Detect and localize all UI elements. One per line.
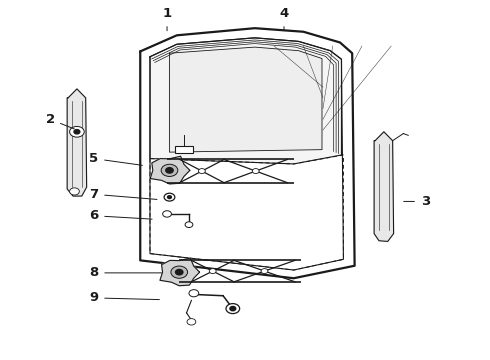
- Circle shape: [198, 168, 205, 174]
- Polygon shape: [150, 156, 190, 184]
- Circle shape: [261, 269, 268, 274]
- Polygon shape: [67, 89, 87, 196]
- Circle shape: [185, 222, 193, 228]
- Circle shape: [226, 303, 240, 314]
- Circle shape: [252, 168, 259, 174]
- Text: 9: 9: [89, 291, 159, 305]
- Text: 8: 8: [89, 266, 162, 279]
- Circle shape: [164, 193, 175, 201]
- Polygon shape: [170, 47, 322, 152]
- Circle shape: [189, 290, 199, 297]
- Circle shape: [175, 269, 183, 275]
- Circle shape: [163, 211, 172, 217]
- Circle shape: [161, 164, 178, 176]
- Circle shape: [70, 126, 84, 137]
- Text: 3: 3: [404, 195, 430, 208]
- Circle shape: [230, 306, 236, 311]
- Circle shape: [70, 188, 79, 195]
- Text: 1: 1: [163, 8, 172, 31]
- Polygon shape: [374, 132, 393, 242]
- FancyBboxPatch shape: [175, 146, 193, 153]
- Circle shape: [171, 266, 188, 278]
- Text: 5: 5: [89, 152, 143, 165]
- Text: 6: 6: [89, 209, 152, 222]
- Text: 4: 4: [279, 8, 289, 31]
- Polygon shape: [150, 38, 342, 164]
- Text: 2: 2: [46, 113, 74, 129]
- Circle shape: [209, 269, 216, 274]
- Polygon shape: [140, 28, 355, 278]
- Polygon shape: [160, 258, 199, 286]
- Circle shape: [166, 168, 173, 173]
- Text: 7: 7: [89, 188, 157, 201]
- Circle shape: [74, 130, 80, 134]
- Circle shape: [187, 319, 196, 325]
- Circle shape: [168, 196, 172, 199]
